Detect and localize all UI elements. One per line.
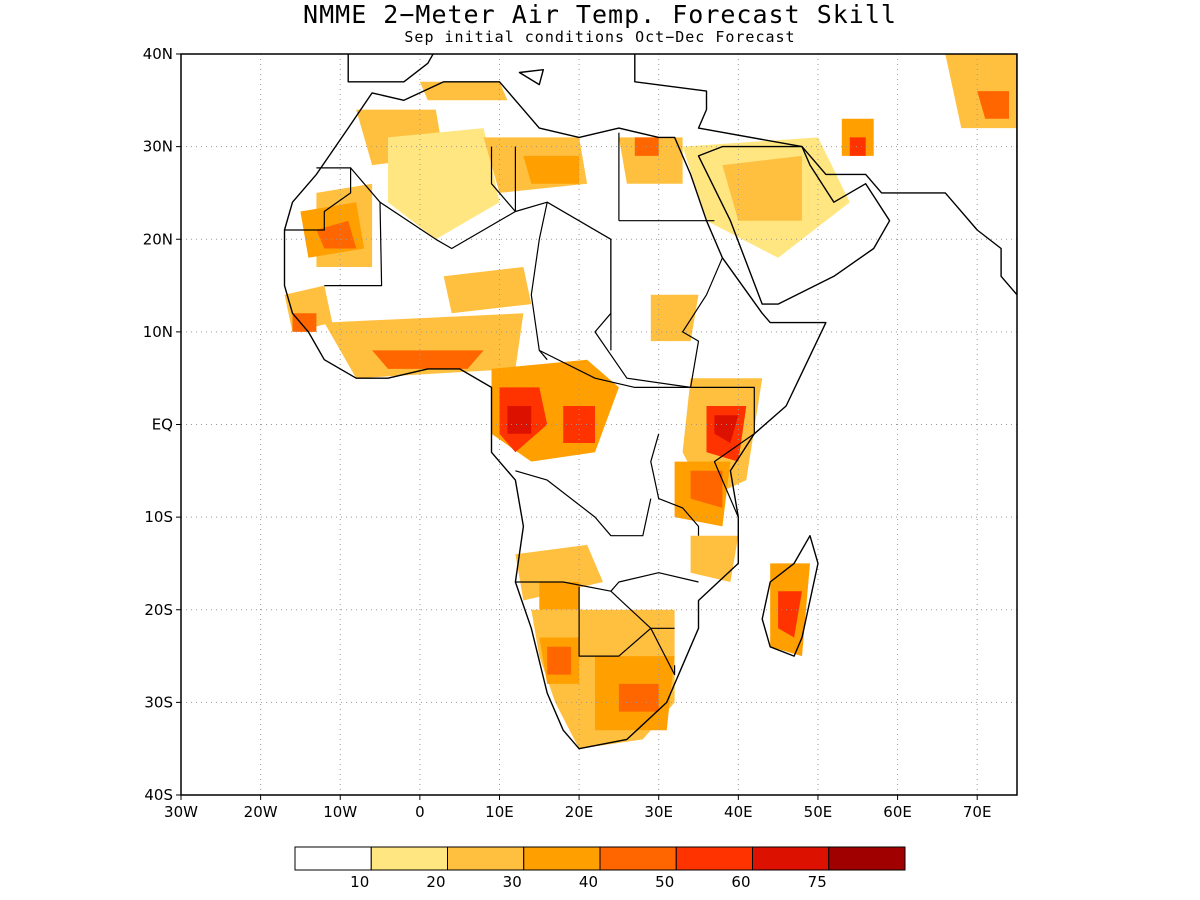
skill-region-11: [722, 155, 802, 221]
colorbar-swatch-5: [675, 846, 753, 871]
skill-region-29: [690, 535, 739, 582]
colorbar-swatch-6: [752, 846, 830, 871]
y-tick-label: EQ: [152, 416, 173, 434]
country-border-12: [650, 433, 700, 536]
coastline-madagascar: [761, 535, 819, 657]
country-border-6: [539, 349, 691, 388]
skill-region-30: [515, 544, 603, 601]
skill-region-13: [849, 137, 866, 156]
colorbar-swatch-3: [523, 846, 601, 871]
x-tick-label: 20W: [244, 803, 278, 821]
x-tick-label: 10W: [323, 803, 357, 821]
colorbar-swatch-2: [447, 846, 525, 871]
skill-shading-layer: [284, 54, 1017, 749]
country-border-17: [650, 628, 676, 676]
x-tick-label: 60E: [883, 803, 912, 821]
map-title: NMME 2−Meter Air Temp. Forecast Skill: [303, 0, 897, 29]
colorbar-label-1: 20: [426, 873, 445, 891]
skill-region-6: [523, 155, 580, 184]
y-tick-label: 10N: [143, 323, 173, 341]
skill-region-36: [618, 683, 659, 712]
skill-region-18: [443, 267, 532, 314]
colorbar-swatch-7: [828, 846, 906, 871]
colorbar-swatch-1: [370, 846, 448, 871]
country-border-0: [284, 167, 352, 231]
country-border-9: [594, 239, 691, 388]
skill-region-4: [388, 128, 500, 240]
skill-region-34: [547, 646, 572, 675]
x-tick-label: 20E: [565, 803, 594, 821]
colorbar-label-5: 60: [731, 873, 750, 891]
y-tick-label: 30S: [144, 693, 173, 711]
x-tick-label: 0: [415, 803, 425, 821]
colorbar-swatch-0: [294, 846, 372, 871]
skill-region-31: [539, 582, 580, 610]
country-border-14: [515, 572, 699, 592]
country-border-2: [379, 146, 517, 250]
x-tick-label: 70E: [963, 803, 992, 821]
coastline-anatolia-iran: [634, 54, 1017, 296]
x-tick-label: 10E: [485, 803, 514, 821]
country-border-5: [530, 202, 548, 361]
colorbar-label-3: 40: [579, 873, 598, 891]
colorbar-label-4: 50: [655, 873, 674, 891]
skill-region-22: [507, 406, 532, 434]
skill-region-28: [690, 470, 723, 508]
colorbar-label-2: 30: [503, 873, 522, 891]
x-tick-label: 30W: [164, 803, 198, 821]
colorbar-swatch-4: [599, 846, 677, 871]
skill-region-12: [841, 118, 874, 156]
y-tick-label: 40S: [144, 786, 173, 804]
skill-region-16: [324, 313, 524, 379]
skill-region-17: [372, 350, 484, 369]
colorbar-label-0: 10: [350, 873, 369, 891]
country-border-layer: [284, 132, 755, 676]
x-tick-label: 40E: [724, 803, 753, 821]
coastline-layer: [283, 54, 1017, 750]
country-border-3: [490, 146, 516, 212]
skill-region-40: [977, 91, 1009, 119]
country-border-11: [690, 386, 755, 518]
colorbar-label-6: 75: [808, 873, 827, 891]
coastline-iberia-europe: [347, 54, 434, 83]
colorbar-legend: 10 20 30 40 50 60 75: [294, 846, 906, 891]
skill-region-7: [419, 81, 508, 101]
country-border-13: [515, 470, 652, 537]
lat-lon-grid: [181, 54, 1017, 795]
y-tick-label: 20N: [143, 230, 173, 248]
skill-region-2: [316, 220, 357, 249]
axis-labels: 30W 20W 10W 0 10E 20E 30E 40E 50E 60E 70E 40N 30N 20N…: [143, 45, 992, 821]
y-tick-label: 40N: [143, 45, 173, 63]
y-tick-label: 20S: [144, 601, 173, 619]
x-tick-label: 30E: [644, 803, 673, 821]
country-border-1: [324, 167, 383, 287]
skill-region-38: [778, 591, 802, 638]
skill-region-15: [292, 313, 317, 332]
y-tick-label: 30N: [143, 138, 173, 156]
country-border-10: [681, 257, 723, 388]
country-border-16: [610, 590, 652, 629]
coastline-sicily: [518, 68, 544, 86]
coastline-africa: [283, 81, 827, 750]
map-subtitle: Sep initial conditions Oct−Dec Forecast: [404, 28, 796, 46]
country-border-15: [578, 586, 675, 657]
country-border-4: [515, 201, 612, 351]
skill-region-27: [714, 415, 739, 443]
x-tick-label: 50E: [804, 803, 833, 821]
y-tick-label: 10S: [144, 508, 173, 526]
skill-region-23: [650, 294, 699, 342]
